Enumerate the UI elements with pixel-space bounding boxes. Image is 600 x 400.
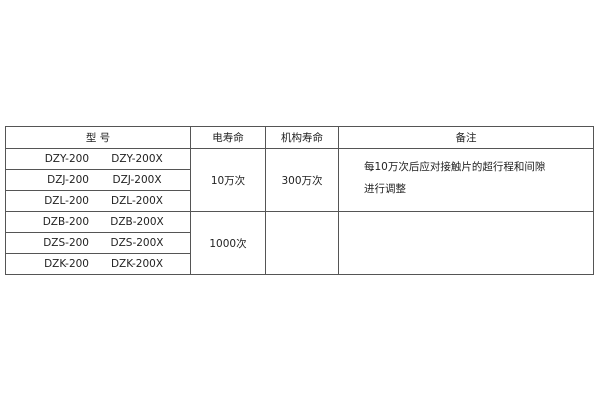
model-code: DZK-200: [44, 258, 89, 270]
model-cell: DZJ-200 DZJ-200X: [5, 169, 191, 191]
model-cell: DZY-200 DZY-200X: [5, 148, 191, 170]
model-cell: DZL-200 DZL-200X: [5, 190, 191, 212]
table-row: DZY-200 DZY-200X 10万次 300万次 每10万次后应对接触片的超…: [5, 148, 594, 212]
model-code: DZB-200: [42, 216, 89, 228]
model-code-x: DZB-200X: [110, 216, 164, 228]
model-code-x: DZS-200X: [110, 237, 164, 249]
model-cell: DZK-200 DZK-200X: [5, 253, 191, 275]
model-code-x: DZL-200X: [111, 195, 163, 207]
mechanical-life-cell: 300万次: [265, 148, 339, 212]
note-cell: 每10万次后应对接触片的超行程和间隙 进行调整: [338, 148, 594, 212]
note-line: 进行调整: [364, 183, 406, 195]
model-code: DZY-200: [44, 153, 89, 165]
mechanical-life-cell: [265, 211, 339, 275]
table-row: DZK-200 DZK-200X: [5, 253, 594, 275]
spec-table: 型 号 电寿命 机构寿命 备注 DZY-200 DZY-200X 10万次 300…: [5, 126, 594, 275]
table-row: DZB-200 DZB-200X 1000次: [5, 211, 594, 275]
model-code-x: DZJ-200X: [112, 174, 162, 186]
header-row: 型 号 电寿命 机构寿命 备注: [5, 126, 594, 149]
model-code: DZS-200: [43, 237, 89, 249]
header-mechanical-life: 机构寿命: [265, 126, 339, 149]
header-note: 备注: [338, 126, 594, 149]
model-code-x: DZY-200X: [111, 153, 163, 165]
model-code-x: DZK-200X: [110, 258, 164, 270]
table-row: DZL-200 DZL-200X: [5, 190, 594, 212]
model-code: DZJ-200: [47, 174, 89, 186]
model-cell: DZS-200 DZS-200X: [5, 232, 191, 254]
note-cell: [338, 211, 594, 275]
electrical-life-cell: 10万次: [190, 148, 266, 212]
model-code: DZL-200: [44, 195, 89, 207]
note-line: 每10万次后应对接触片的超行程和间隙: [364, 161, 546, 173]
electrical-life-cell: 1000次: [190, 211, 266, 275]
model-cell: DZB-200 DZB-200X: [5, 211, 191, 233]
header-model: 型 号: [5, 126, 191, 149]
header-electrical-life: 电寿命: [190, 126, 266, 149]
